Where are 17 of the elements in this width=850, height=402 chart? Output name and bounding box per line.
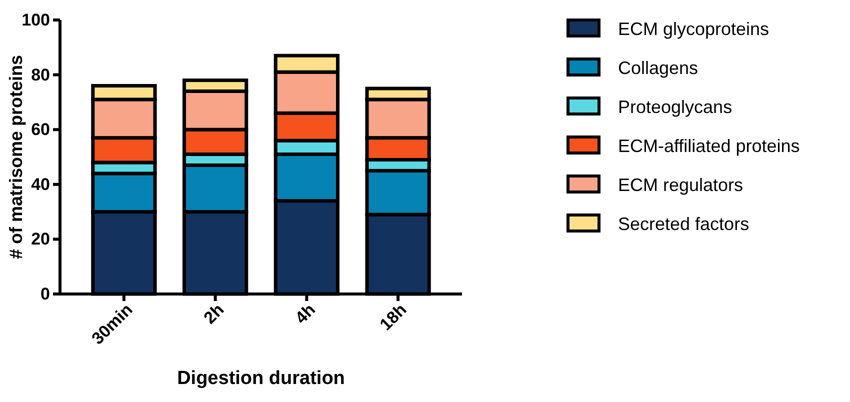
legend-label: Collagens [618, 58, 698, 78]
x-tick-label: 4h [292, 300, 319, 328]
x-tick-label: 2h [200, 300, 228, 328]
x-tick-label: 18h [376, 300, 410, 334]
y-tick-label: 40 [31, 174, 50, 194]
legend-label: ECM glycoproteins [618, 19, 770, 39]
y-axis-title: # of matrisome proteins [6, 54, 26, 260]
y-tick-label: 100 [22, 10, 50, 30]
y-tick-label: 20 [31, 230, 50, 249]
y-tick-label: 80 [31, 65, 50, 84]
x-axis-title: Digestion duration [177, 368, 345, 389]
legend-label: ECM regulators [618, 175, 744, 195]
legend-label: ECM-affiliated proteins [618, 136, 800, 156]
legend-label: Secreted factors [618, 214, 750, 234]
y-tick-label: 60 [31, 120, 50, 140]
y-tick-label: 0 [40, 284, 50, 304]
legend-label: Proteoglycans [618, 97, 732, 117]
